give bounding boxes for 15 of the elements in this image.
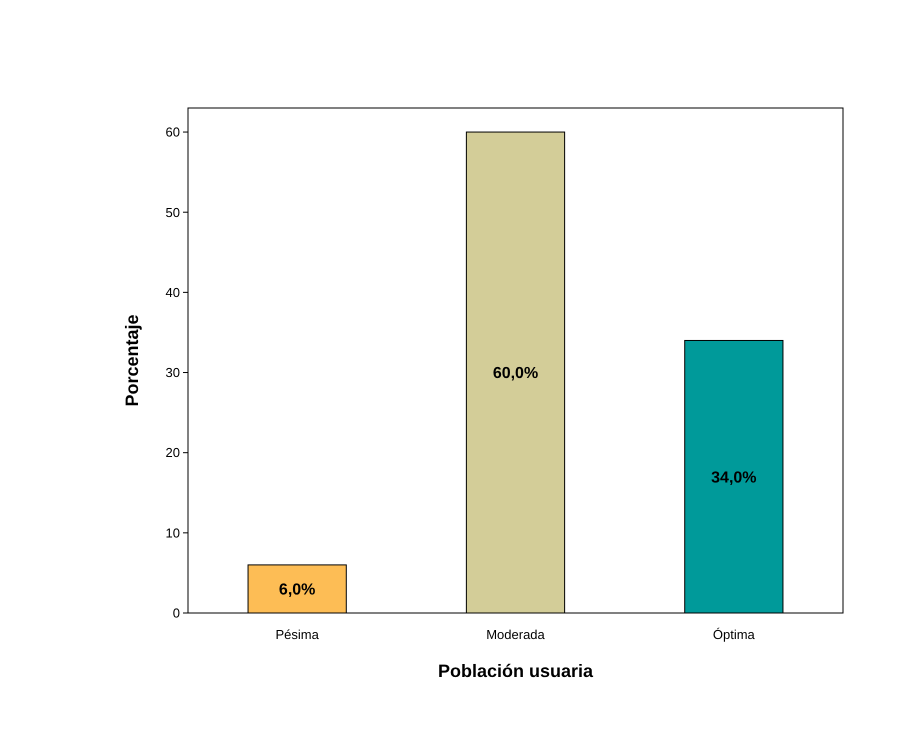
y-tick-label: 60 <box>166 124 180 140</box>
y-tick-label: 40 <box>166 284 180 300</box>
y-tick-label: 0 <box>172 606 180 621</box>
data-label: 60,0% <box>492 365 538 382</box>
y-tick-label: 50 <box>166 204 180 220</box>
data-label: 34,0% <box>711 469 757 486</box>
x-axis-title: Población usuaria <box>438 661 594 681</box>
y-axis-title: Porcentaje <box>122 314 142 407</box>
data-label: 6,0% <box>278 582 316 599</box>
y-tick-label: 20 <box>166 445 180 460</box>
y-tick-label: 10 <box>166 525 180 540</box>
x-tick-label: Óptima <box>712 627 756 642</box>
x-tick-label: Pésima <box>275 627 320 642</box>
x-tick-label: Moderada <box>486 627 546 642</box>
y-tick-label: 30 <box>166 365 180 380</box>
